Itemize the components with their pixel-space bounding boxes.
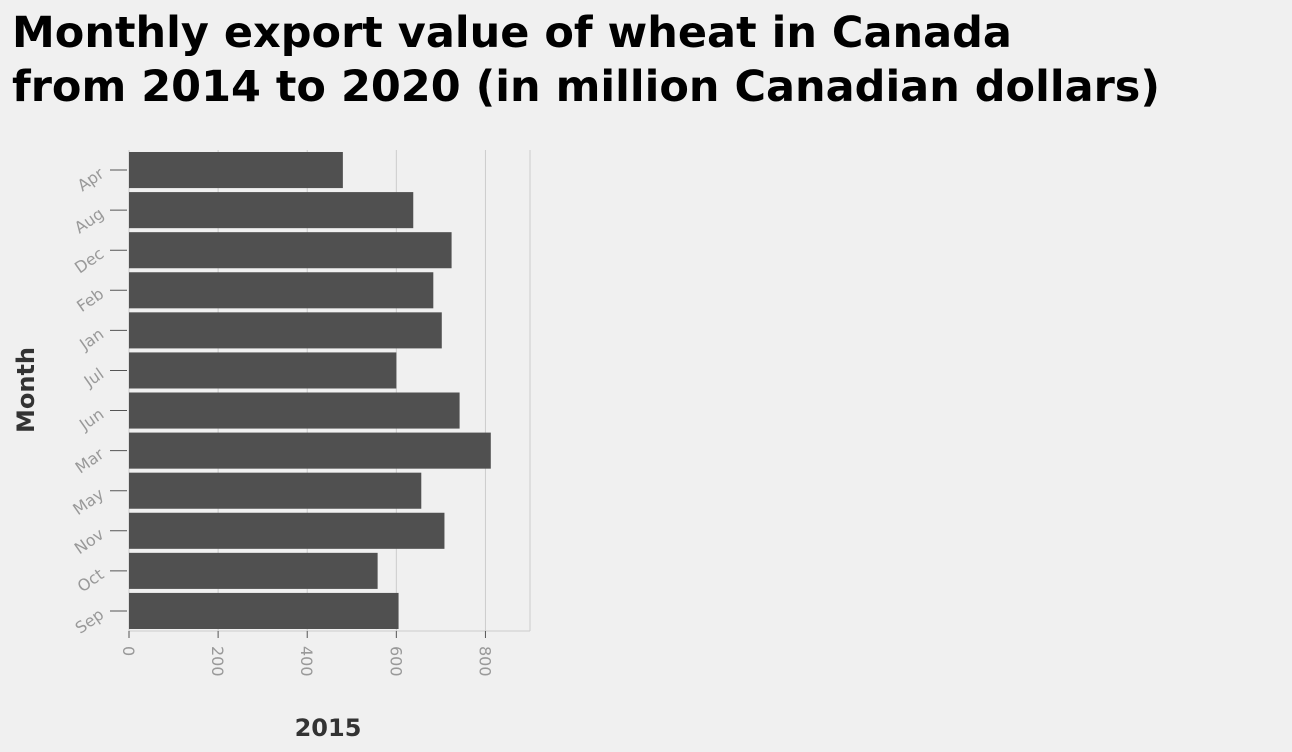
chart-title-line-1: Monthly export value of wheat in Canada (12, 8, 1012, 58)
y-tick-label: Mar (72, 444, 108, 477)
x-tick-label: 0 (119, 646, 138, 656)
y-tick-label: Nov (71, 525, 107, 558)
bar-nov (129, 512, 445, 549)
x-axis-ticks: 0 200 400 600 800 (119, 631, 494, 677)
y-tick-label: Aug (71, 204, 107, 237)
bar-aug (129, 192, 414, 229)
bar-mar (129, 432, 491, 469)
x-tick-label: 400 (297, 646, 316, 677)
bar-dec (129, 232, 452, 269)
y-axis-ticks: Apr Aug Dec Feb Jan Jul Jun Mar May Nov Oct Sep (69, 164, 127, 638)
bar-sep (129, 592, 399, 629)
bar-feb (129, 272, 434, 309)
y-tick-label: Apr (74, 164, 108, 196)
bar-layer (129, 152, 491, 629)
y-tick-label: May (69, 484, 107, 519)
x-axis-label: 2015 (295, 714, 362, 742)
chart-title: Monthly export value of wheat in Canada … (12, 6, 1287, 114)
y-axis-label: Month (12, 347, 40, 433)
bar-jan (129, 312, 442, 349)
y-tick-label: Sep (72, 605, 108, 638)
bar-jul (129, 352, 397, 389)
bar-jun (129, 392, 460, 429)
x-tick-label: 600 (386, 646, 405, 677)
x-tick-label: 200 (208, 646, 227, 677)
bar-oct (129, 552, 378, 589)
bar-may (129, 472, 422, 509)
bar-apr (129, 152, 343, 189)
y-tick-label: Dec (71, 244, 107, 277)
y-tick-label: Oct (74, 565, 108, 596)
y-tick-label: Feb (73, 284, 107, 316)
chart-title-line-2: from 2014 to 2020 (in million Canadian d… (12, 62, 1161, 112)
y-tick-label: Jan (75, 324, 107, 354)
grid-layer (128, 150, 531, 632)
x-tick-label: 800 (475, 646, 494, 677)
y-tick-label: Jul (80, 364, 108, 391)
y-tick-label: Jun (75, 404, 107, 434)
